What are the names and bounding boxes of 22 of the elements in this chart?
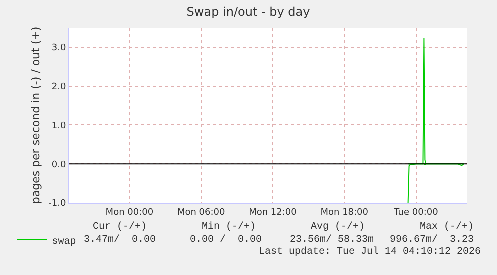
legend-label: swap — [52, 236, 76, 248]
text: Max (-/+) — [420, 221, 474, 233]
x-tick-label: Mon 12:00 — [249, 208, 298, 218]
x-tick-label: Mon 00:00 — [106, 208, 154, 218]
y-tick-label: 1.0 — [52, 121, 66, 132]
x-tick-label: Mon 06:00 — [177, 208, 226, 218]
text: 3.47m/ 0.00 — [84, 234, 156, 246]
y-tick-label: 2.0 — [52, 82, 66, 92]
y-tick-label: 0.0 — [52, 160, 66, 170]
y-tick-label: 3.0 — [52, 44, 66, 54]
y-tick-label: -1.0 — [48, 199, 66, 210]
text: Avg (-/+) — [311, 221, 366, 233]
text: Last update: Tue Jul 14 04:10:12 2026 — [259, 246, 482, 258]
y-axis-title: pages per second in (-) / out (+) — [29, 26, 42, 204]
text: 996.67m/ 3.23 — [390, 234, 474, 246]
text: Min (-/+) — [202, 221, 256, 233]
chart-title: Swap in/out - by day — [186, 5, 310, 20]
text: 0.00 / 0.00 — [190, 234, 262, 246]
text: 23.56m/ 58.33m — [290, 234, 374, 246]
x-tick-label: Tue 00:00 — [393, 208, 439, 218]
x-tick-label: Mon 18:00 — [320, 208, 369, 218]
text: Cur (-/+) — [93, 221, 148, 233]
